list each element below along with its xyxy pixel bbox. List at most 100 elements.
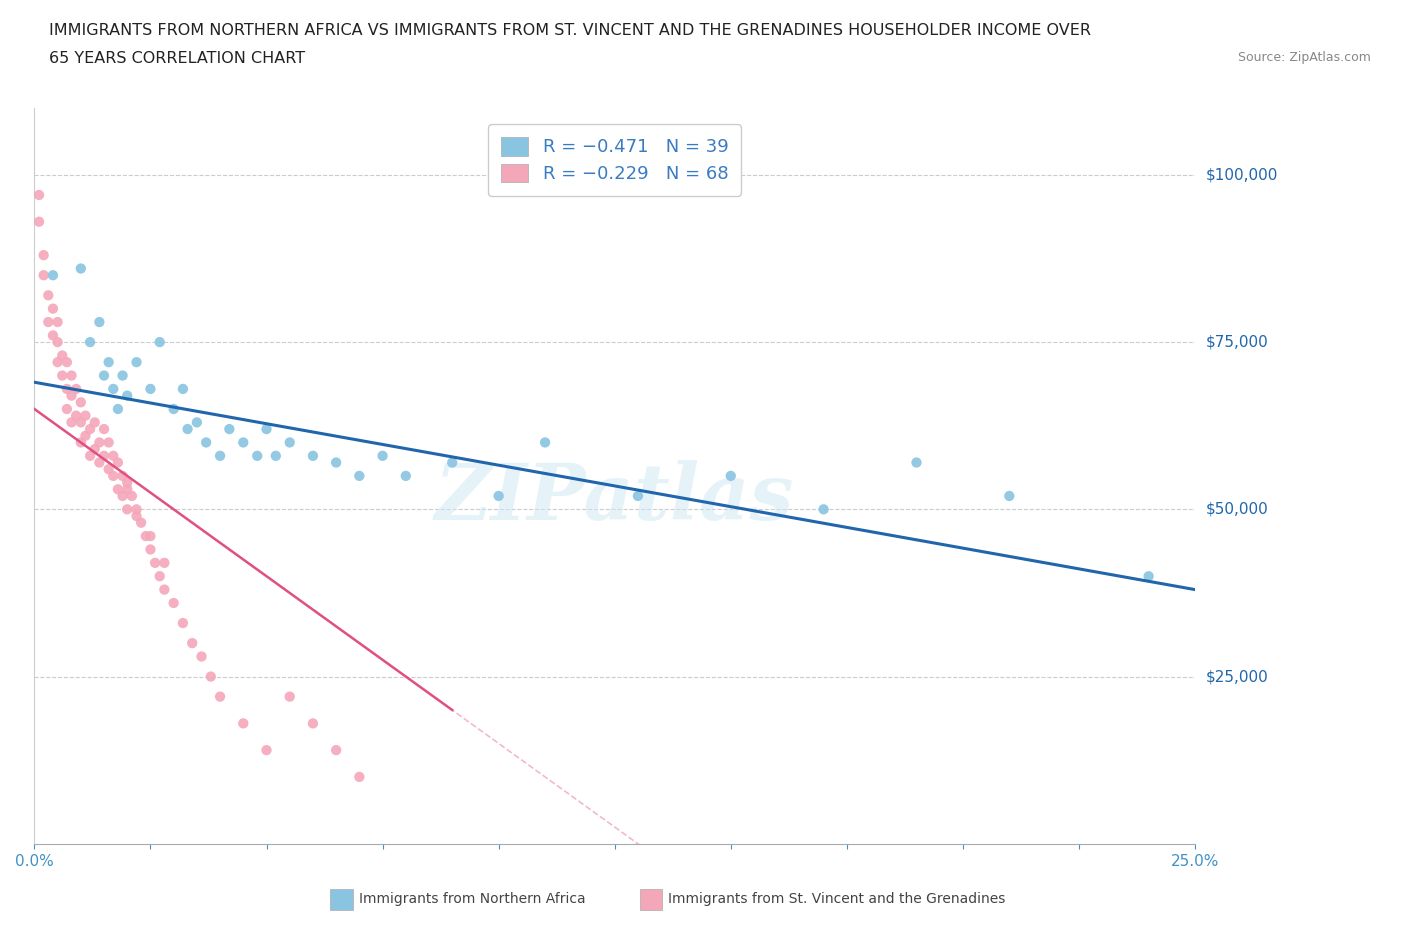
Point: [115, 502, 138, 517]
Point: [149, 569, 172, 584]
Point: [89, 455, 111, 470]
Point: [218, 421, 240, 436]
Point: [107, 402, 129, 417]
Point: [32, 247, 55, 262]
Point: [93, 421, 115, 436]
Point: [65, 381, 87, 396]
Point: [125, 509, 148, 524]
Point: [56, 402, 79, 417]
Point: [176, 421, 198, 436]
Point: [103, 469, 125, 484]
Point: [172, 616, 194, 631]
Point: [37, 314, 59, 329]
Point: [153, 555, 176, 570]
Point: [89, 314, 111, 329]
Point: [83, 442, 105, 457]
Point: [488, 488, 510, 503]
Point: [65, 408, 87, 423]
Point: [172, 381, 194, 396]
Point: [111, 368, 134, 383]
Point: [69, 415, 91, 430]
Point: [125, 354, 148, 369]
Text: 65 YEARS CORRELATION CHART: 65 YEARS CORRELATION CHART: [49, 51, 305, 66]
Text: Immigrants from St. Vincent and the Grenadines: Immigrants from St. Vincent and the Gren…: [668, 892, 1005, 907]
Point: [181, 636, 204, 651]
Text: ZIPatlas: ZIPatlas: [434, 459, 794, 537]
Text: $50,000: $50,000: [1206, 502, 1268, 517]
Text: $100,000: $100,000: [1206, 167, 1278, 182]
Point: [998, 488, 1021, 503]
Point: [107, 482, 129, 497]
Point: [28, 214, 51, 229]
Point: [107, 455, 129, 470]
Point: [349, 769, 371, 784]
Point: [441, 455, 464, 470]
Point: [115, 388, 138, 403]
Point: [905, 455, 928, 470]
Point: [153, 582, 176, 597]
Point: [32, 268, 55, 283]
Point: [83, 415, 105, 430]
Point: [256, 743, 278, 758]
Point: [1137, 569, 1160, 584]
Point: [627, 488, 650, 503]
Point: [56, 354, 79, 369]
Text: Immigrants from Northern Africa: Immigrants from Northern Africa: [359, 892, 585, 907]
Point: [51, 348, 73, 363]
Point: [103, 381, 125, 396]
Point: [813, 502, 835, 517]
Point: [79, 421, 101, 436]
Point: [163, 402, 186, 417]
Point: [129, 515, 152, 530]
Point: [93, 448, 115, 463]
Text: IMMIGRANTS FROM NORTHERN AFRICA VS IMMIGRANTS FROM ST. VINCENT AND THE GRENADINE: IMMIGRANTS FROM NORTHERN AFRICA VS IMMIG…: [49, 23, 1091, 38]
Point: [111, 488, 134, 503]
Legend: R = −0.471   N = 39, R = −0.229   N = 68: R = −0.471 N = 39, R = −0.229 N = 68: [488, 125, 741, 195]
Point: [60, 388, 83, 403]
Point: [163, 595, 186, 610]
Point: [278, 689, 301, 704]
Point: [190, 649, 212, 664]
Point: [46, 314, 69, 329]
Point: [37, 288, 59, 303]
Point: [79, 448, 101, 463]
Point: [349, 469, 371, 484]
Point: [325, 455, 347, 470]
Point: [46, 354, 69, 369]
Point: [278, 435, 301, 450]
Point: [121, 488, 143, 503]
Point: [51, 368, 73, 383]
Text: $75,000: $75,000: [1206, 335, 1268, 350]
Point: [264, 448, 287, 463]
Point: [720, 469, 742, 484]
Point: [93, 368, 115, 383]
Point: [89, 435, 111, 450]
Point: [186, 415, 208, 430]
Point: [75, 408, 97, 423]
Point: [56, 381, 79, 396]
Point: [232, 716, 254, 731]
Point: [115, 475, 138, 490]
Point: [246, 448, 269, 463]
Point: [149, 335, 172, 350]
Point: [139, 381, 162, 396]
Point: [79, 335, 101, 350]
Point: [200, 669, 222, 684]
Point: [209, 689, 232, 704]
Point: [232, 435, 254, 450]
Point: [103, 448, 125, 463]
Text: $25,000: $25,000: [1206, 669, 1268, 684]
Point: [75, 429, 97, 444]
Point: [69, 395, 91, 410]
Point: [209, 448, 232, 463]
Point: [97, 462, 120, 477]
Point: [125, 502, 148, 517]
Point: [302, 716, 325, 731]
Point: [115, 482, 138, 497]
Point: [139, 542, 162, 557]
Point: [46, 335, 69, 350]
Text: Source: ZipAtlas.com: Source: ZipAtlas.com: [1237, 51, 1371, 64]
Point: [42, 328, 65, 343]
Point: [195, 435, 218, 450]
Point: [256, 421, 278, 436]
